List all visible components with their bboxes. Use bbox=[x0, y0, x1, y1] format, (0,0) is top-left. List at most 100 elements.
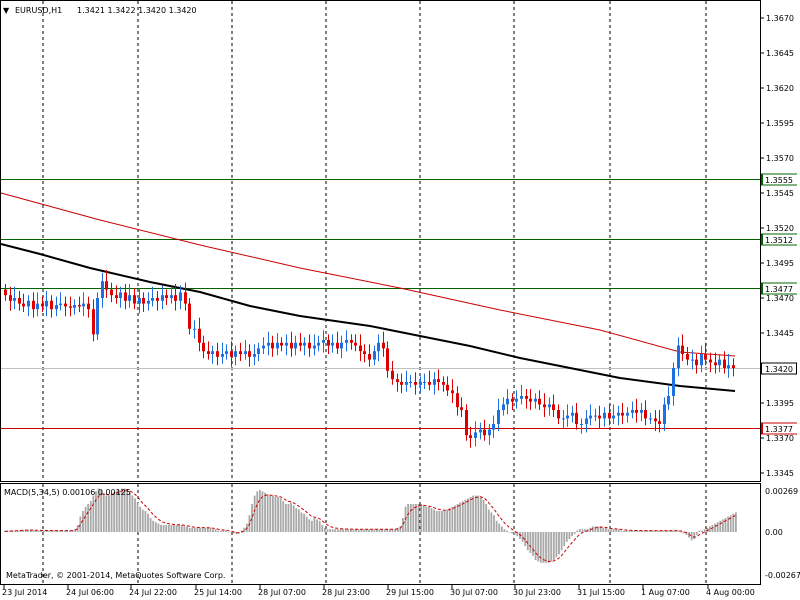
macd-bar bbox=[287, 504, 290, 532]
macd-bar bbox=[243, 527, 246, 532]
candle-body bbox=[27, 300, 30, 307]
candle-body bbox=[294, 342, 297, 349]
macd-bar bbox=[102, 493, 105, 532]
header-arrow-icon[interactable]: ▼ bbox=[3, 6, 10, 15]
candle-body bbox=[451, 390, 454, 394]
macd-bar bbox=[232, 532, 235, 534]
candle-body bbox=[723, 359, 726, 368]
macd-bar bbox=[506, 530, 508, 532]
time-axis-label: 24 Jul 22:00 bbox=[129, 588, 177, 597]
time-axis-label: 31 Jul 15:00 bbox=[577, 588, 625, 597]
candle-body bbox=[400, 382, 403, 385]
macd-bar bbox=[253, 495, 256, 532]
macd-bar bbox=[193, 527, 196, 532]
macd-bar bbox=[573, 532, 576, 535]
candle-body bbox=[386, 348, 389, 371]
macd-bar bbox=[664, 530, 667, 532]
macd-bar bbox=[539, 532, 542, 563]
macd-bar bbox=[477, 495, 480, 532]
macd-bar bbox=[313, 518, 316, 532]
candle-body bbox=[488, 429, 491, 436]
macd-bar bbox=[628, 530, 631, 532]
macd-bar bbox=[597, 526, 599, 532]
candle-body bbox=[13, 298, 16, 301]
macd-bar bbox=[154, 522, 157, 532]
candle-body bbox=[115, 295, 118, 298]
macd-bar bbox=[407, 504, 410, 532]
candle-body bbox=[59, 303, 62, 305]
candle-body bbox=[511, 398, 514, 402]
macd-bar bbox=[643, 530, 646, 532]
macd-bar bbox=[32, 529, 35, 532]
macd-bar bbox=[521, 532, 524, 542]
macd-bar bbox=[396, 527, 399, 532]
macd-bar bbox=[552, 532, 555, 560]
macd-bar bbox=[563, 532, 566, 546]
macd-bar bbox=[170, 525, 173, 532]
macd-bar bbox=[547, 532, 550, 563]
candle-body bbox=[437, 379, 440, 382]
price-axis-label: 1.3545 bbox=[766, 189, 794, 198]
macd-bar bbox=[441, 511, 443, 532]
macd-bar bbox=[615, 529, 618, 532]
macd-bar bbox=[214, 529, 217, 532]
candle-body bbox=[124, 292, 127, 301]
ma-fast-line bbox=[0, 243, 736, 392]
price-axis-label: 1.3445 bbox=[766, 329, 794, 338]
macd-bar bbox=[269, 495, 272, 532]
price-pane[interactable] bbox=[0, 0, 761, 482]
macd-bar bbox=[633, 530, 636, 532]
macd-bar bbox=[409, 504, 412, 532]
macd-indicator bbox=[4, 488, 737, 563]
macd-bar bbox=[620, 530, 623, 532]
candle-body bbox=[663, 404, 666, 424]
macd-bar bbox=[680, 532, 683, 533]
moving-averages bbox=[0, 192, 736, 392]
candle-body bbox=[598, 415, 601, 419]
macd-bar bbox=[282, 501, 285, 532]
macd-bar bbox=[370, 529, 373, 532]
candle-body bbox=[234, 351, 237, 357]
macd-bar bbox=[115, 490, 118, 532]
macd-bar bbox=[636, 530, 638, 532]
macd-bar bbox=[373, 529, 376, 532]
macd-bar bbox=[735, 512, 737, 532]
horizontal-levels bbox=[1, 179, 760, 429]
macd-bar bbox=[417, 504, 420, 532]
candle-body bbox=[465, 410, 468, 436]
macd-bar bbox=[701, 530, 704, 532]
candle-body bbox=[446, 384, 449, 391]
macd-bar bbox=[329, 529, 331, 532]
candle-body bbox=[211, 351, 214, 354]
macd-bar bbox=[349, 529, 352, 532]
macd-bar bbox=[594, 526, 597, 532]
candle-body bbox=[423, 382, 426, 383]
macd-bar bbox=[100, 490, 103, 532]
macd-bar bbox=[160, 525, 162, 532]
macd-bar bbox=[677, 530, 680, 532]
macd-bar bbox=[500, 526, 503, 532]
candle-body bbox=[179, 292, 182, 301]
candle-body bbox=[18, 298, 21, 304]
candle-body bbox=[253, 354, 256, 357]
candle-body bbox=[589, 415, 592, 419]
macd-bar bbox=[415, 504, 417, 532]
candle-body bbox=[479, 429, 482, 433]
macd-bar bbox=[63, 530, 66, 532]
macd-bar bbox=[529, 532, 532, 553]
candle-body bbox=[308, 342, 311, 349]
macd-bar bbox=[365, 529, 368, 532]
macd-bar bbox=[454, 505, 456, 532]
macd-bar bbox=[87, 504, 90, 532]
macd-bar bbox=[482, 499, 485, 532]
candle-body bbox=[92, 309, 95, 335]
macd-bar bbox=[467, 498, 469, 532]
macd-bar bbox=[428, 506, 430, 532]
macd-bar bbox=[469, 497, 472, 532]
candle-body bbox=[32, 300, 35, 310]
macd-bar bbox=[17, 530, 19, 532]
candle-body bbox=[50, 300, 53, 310]
macd-bar bbox=[321, 525, 324, 532]
macd-bar bbox=[602, 527, 605, 532]
